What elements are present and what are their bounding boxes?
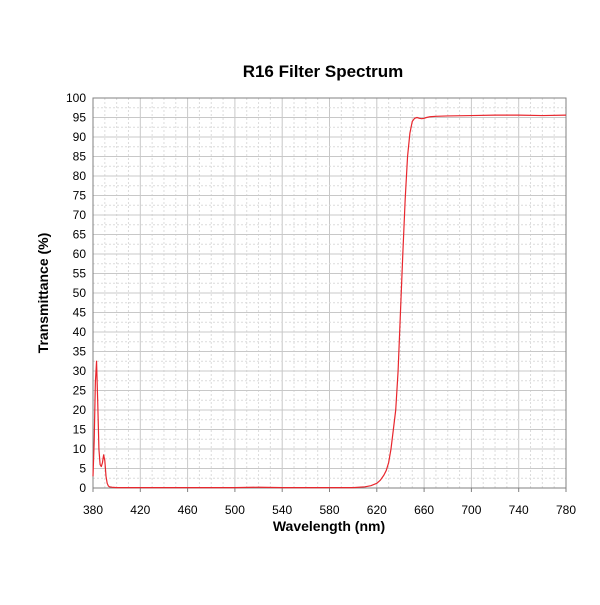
- x-tick-label: 620: [367, 503, 387, 517]
- y-tick-label: 90: [73, 130, 87, 144]
- x-tick-label: 420: [130, 503, 150, 517]
- x-axis-label: Wavelength (nm): [273, 518, 385, 534]
- y-tick-label: 5: [79, 462, 86, 476]
- y-tick-label: 95: [73, 111, 87, 125]
- chart-title: R16 Filter Spectrum: [243, 62, 404, 81]
- x-tick-label: 460: [178, 503, 198, 517]
- y-tick-label: 0: [79, 481, 86, 495]
- x-tick-label: 580: [319, 503, 339, 517]
- y-tick-label: 85: [73, 150, 87, 164]
- y-tick-label: 50: [73, 286, 87, 300]
- grid: [93, 98, 566, 488]
- y-tick-label: 70: [73, 208, 87, 222]
- y-tick-label: 35: [73, 345, 87, 359]
- y-tick-label: 80: [73, 169, 87, 183]
- x-tick-labels: 380 420 460 500 540 580 620 660 700 740 780: [83, 488, 576, 517]
- y-axis-label: Transmittance (%): [35, 233, 51, 354]
- x-tick-label: 500: [225, 503, 245, 517]
- y-tick-label: 20: [73, 403, 87, 417]
- y-tick-label: 10: [73, 442, 87, 456]
- x-tick-label: 700: [461, 503, 481, 517]
- y-tick-label: 100: [66, 91, 86, 105]
- y-tick-label: 40: [73, 325, 87, 339]
- y-tick-labels: 0 5 10 15 20 25 30 35 40 45 50 55 60 65 70 75 80 85 90 95 10…: [66, 91, 86, 495]
- x-tick-label: 780: [556, 503, 576, 517]
- x-tick-label: 740: [509, 503, 529, 517]
- x-tick-label: 540: [272, 503, 292, 517]
- x-tick-label: 660: [414, 503, 434, 517]
- series-line-0: [92, 114, 567, 489]
- x-tick-label: 380: [83, 503, 103, 517]
- y-tick-label: 15: [73, 423, 87, 437]
- y-tick-label: 65: [73, 228, 87, 242]
- y-tick-label: 60: [73, 247, 87, 261]
- y-tick-label: 55: [73, 267, 87, 281]
- y-tick-label: 45: [73, 306, 87, 320]
- y-tick-label: 75: [73, 189, 87, 203]
- y-tick-label: 25: [73, 384, 87, 398]
- y-tick-label: 30: [73, 364, 87, 378]
